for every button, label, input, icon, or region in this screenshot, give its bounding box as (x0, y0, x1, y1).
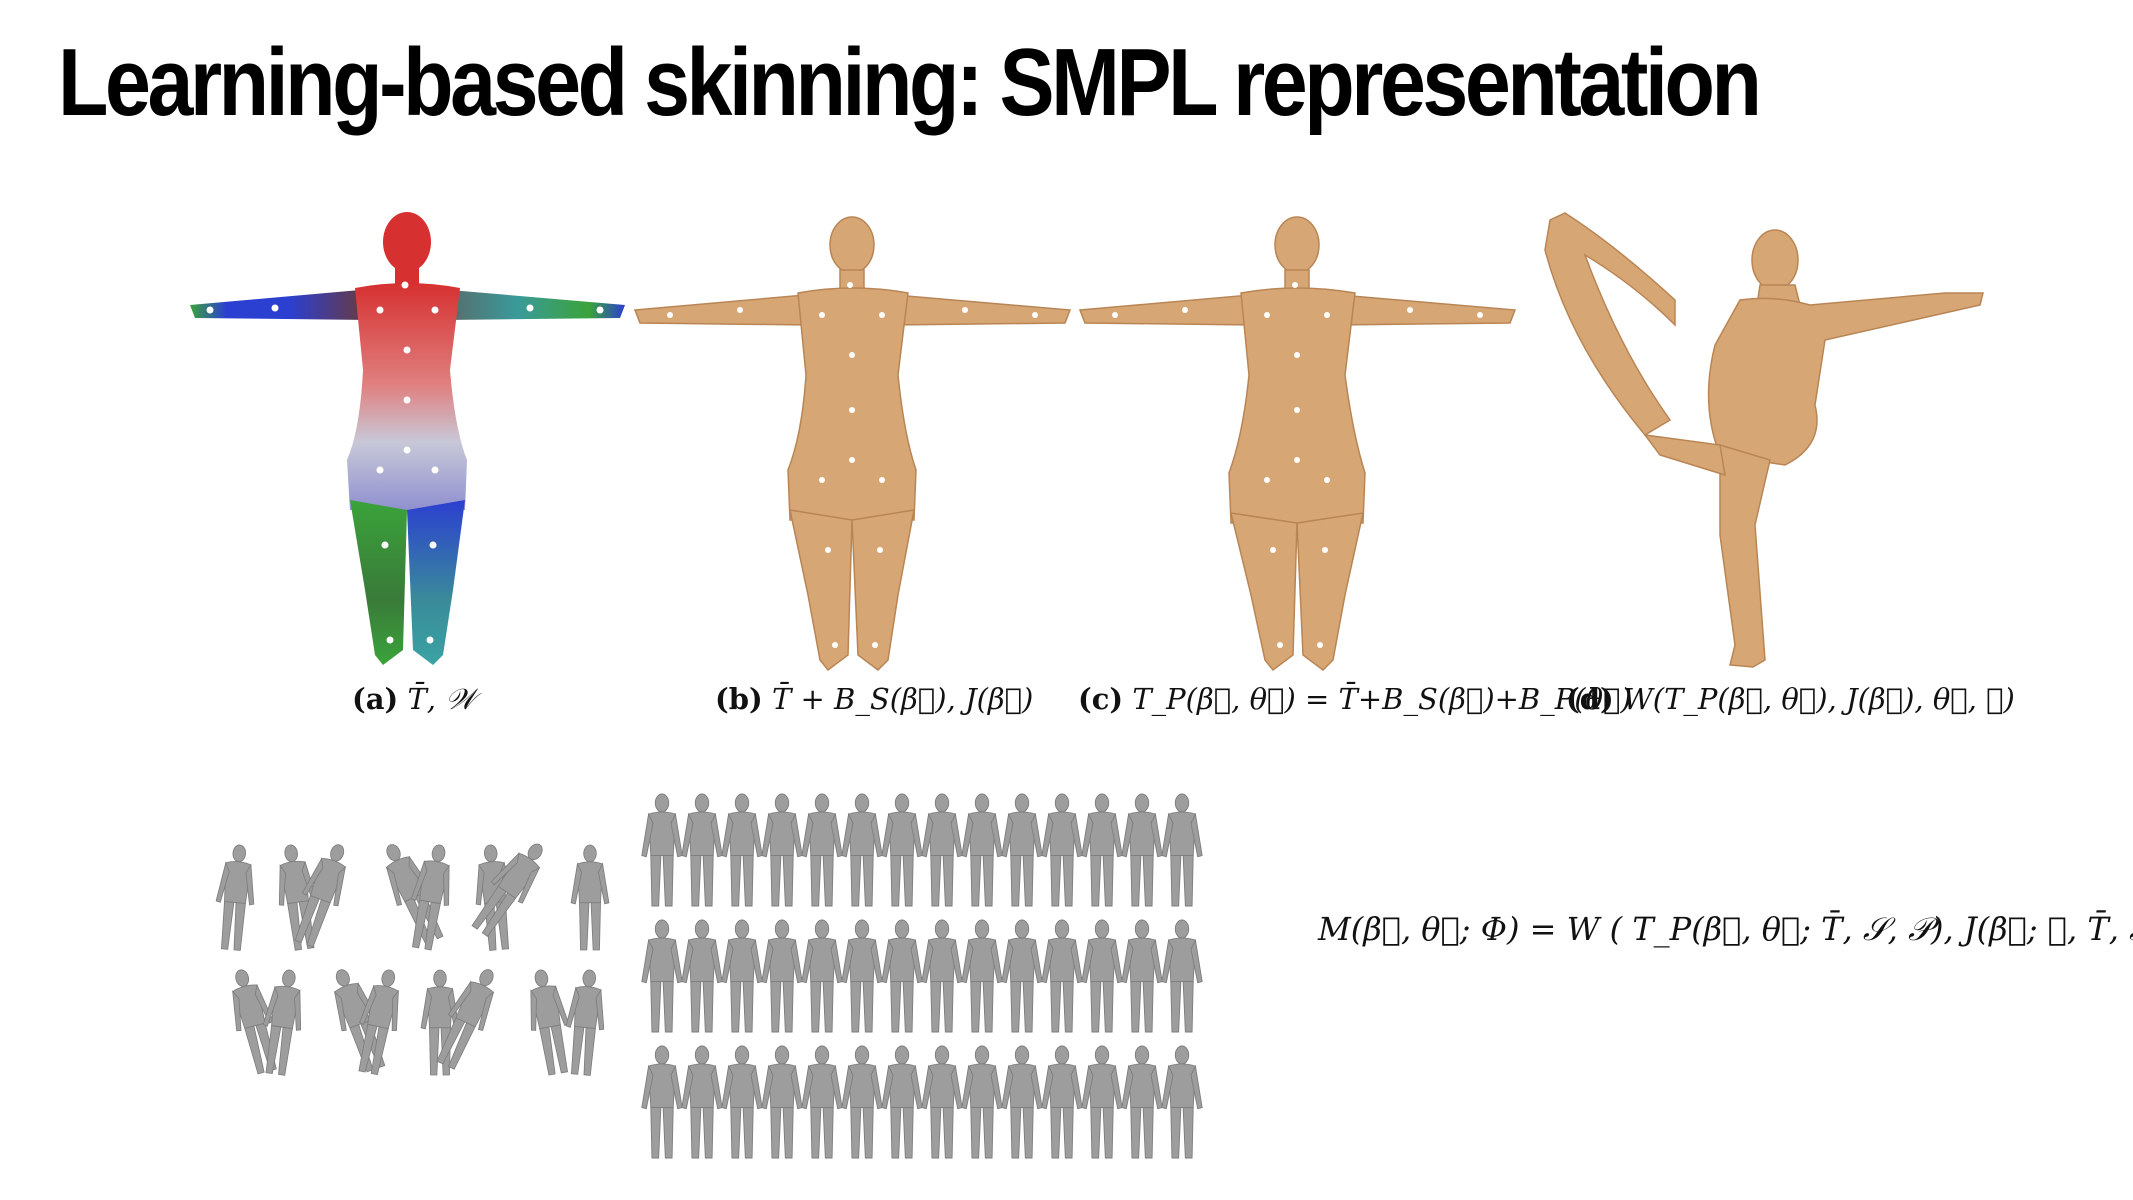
mesh-figure (1161, 919, 1203, 1033)
mesh-figure (410, 844, 450, 951)
caption-c-label: (c) (1078, 682, 1124, 716)
joint-markers (667, 282, 1038, 648)
mesh-figure (641, 919, 683, 1033)
mesh-figure (921, 793, 963, 907)
mesh-figure (921, 919, 963, 1033)
mesh-figure (721, 793, 763, 907)
mesh-figure (262, 969, 302, 1076)
mesh-figure (1081, 919, 1123, 1033)
mesh-figure (761, 919, 803, 1033)
mesh-figure (1161, 793, 1203, 907)
mesh-figure (961, 793, 1003, 907)
mesh-figure (721, 1045, 763, 1159)
mesh-figure (530, 969, 570, 1076)
mesh-figure (570, 844, 610, 951)
mesh-figure (801, 793, 843, 907)
caption-a-expr: T̄, 𝒲 (407, 682, 476, 716)
mesh-figure (1161, 1045, 1203, 1159)
mesh-figure (471, 843, 543, 938)
body-pose-corrected-shape (1078, 216, 1517, 672)
figure-d-posed (1525, 205, 1995, 675)
body-weights-shape (190, 212, 625, 665)
mesh-figure (881, 919, 923, 1033)
caption-b-label: (b) (715, 682, 763, 716)
mesh-figure (1041, 919, 1083, 1033)
mesh-figure (801, 1045, 843, 1159)
mesh-figure (358, 969, 399, 1076)
mesh-figure (881, 1045, 923, 1159)
caption-b-expr: T̄ + B_S(β⃗), J(β⃗) (771, 682, 1034, 716)
caption-d: (d) W(T_P(β⃗, θ⃗), J(β⃗), θ⃗, 𝒲) (1566, 682, 2015, 716)
slide-title: Learning-based skinning: SMPL representa… (58, 29, 1762, 136)
mesh-figure (881, 793, 923, 907)
mesh-figure (294, 844, 347, 948)
shape-examples-grid (640, 790, 1205, 1179)
mesh-figure (761, 793, 803, 907)
caption-d-label: (d) (1566, 682, 1614, 716)
caption-d-expr: W(T_P(β⃗, θ⃗), J(β⃗), θ⃗, 𝒲) (1622, 682, 2015, 716)
mesh-figure (1001, 793, 1043, 907)
mesh-figure (641, 793, 683, 907)
joint-markers (206, 281, 604, 644)
mesh-figure (681, 793, 723, 907)
mesh-figure (1001, 919, 1043, 1033)
body-shaped-shape (633, 216, 1072, 672)
joint-markers (1112, 282, 1483, 648)
mesh-figure (801, 919, 843, 1033)
mesh-figure (641, 1045, 683, 1159)
figure-c-pose-corrected (1075, 215, 1525, 675)
mesh-figure (565, 969, 605, 1076)
mesh-figure (1041, 793, 1083, 907)
mesh-figure (420, 969, 460, 1076)
caption-a-label: (a) (352, 682, 399, 716)
mesh-figure (841, 793, 883, 907)
mesh-figure (761, 1045, 803, 1159)
pose-examples-grid (215, 835, 625, 1099)
mesh-figure (1121, 919, 1163, 1033)
mesh-figure (1041, 1045, 1083, 1159)
mesh-figure (1001, 1045, 1043, 1159)
mesh-figure (681, 1045, 723, 1159)
mesh-figure (681, 919, 723, 1033)
mesh-figure (961, 919, 1003, 1033)
caption-a: (a) T̄, 𝒲 (352, 682, 476, 717)
mesh-figure (1121, 1045, 1163, 1159)
smpl-model-formula: M(β⃗, θ⃗; Φ) = W ( T_P(β⃗, θ⃗; T̄, 𝒮, 𝒫)… (1318, 910, 2133, 948)
mesh-figure (721, 919, 763, 1033)
mesh-figure (215, 844, 255, 951)
mesh-figure (1081, 1045, 1123, 1159)
mesh-figure (1081, 793, 1123, 907)
caption-c-expr: T_P(β⃗, θ⃗) = T̄+B_S(β⃗)+B_P(θ⃗) (1132, 682, 1632, 716)
mesh-figure (841, 919, 883, 1033)
caption-c: (c) T_P(β⃗, θ⃗) = T̄+B_S(β⃗)+B_P(θ⃗) (1078, 682, 1632, 716)
caption-b: (b) T̄ + B_S(β⃗), J(β⃗) (715, 682, 1033, 716)
mesh-figure (961, 1045, 1003, 1159)
mesh-figure (921, 1045, 963, 1159)
figure-a-weights (185, 210, 635, 675)
mesh-figure (436, 969, 495, 1070)
figure-b-shaped (630, 215, 1080, 675)
mesh-figure (841, 1045, 883, 1159)
mesh-figure (1121, 793, 1163, 907)
body-posed-shape (1544, 212, 1984, 668)
